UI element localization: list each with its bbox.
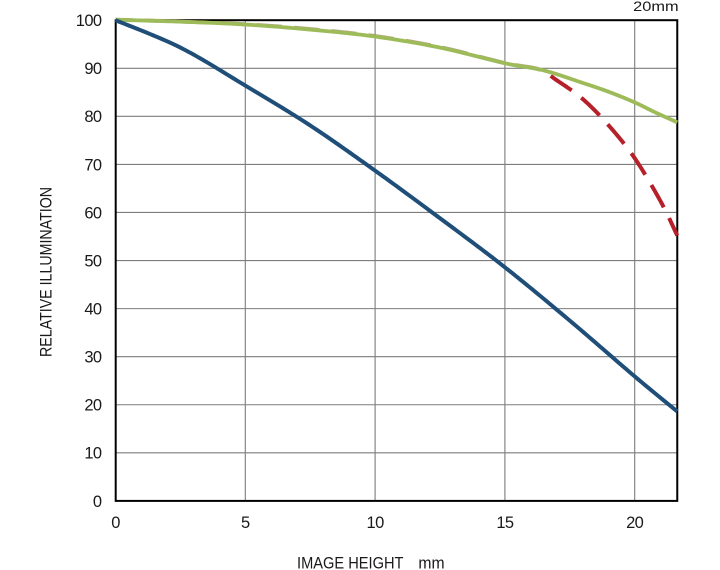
svg-text:IMAGE HEIGHT: IMAGE HEIGHT xyxy=(297,554,404,570)
svg-text:100: 100 xyxy=(76,12,102,30)
svg-text:70: 70 xyxy=(84,156,102,174)
svg-text:50: 50 xyxy=(84,252,102,270)
svg-text:60: 60 xyxy=(84,204,102,222)
svg-text:10: 10 xyxy=(84,445,102,463)
svg-text:20: 20 xyxy=(84,397,102,415)
svg-text:90: 90 xyxy=(84,60,102,78)
svg-text:RELATIVE ILLUMINATION: RELATIVE ILLUMINATION xyxy=(37,187,55,357)
svg-text:0: 0 xyxy=(93,493,102,511)
svg-text:5: 5 xyxy=(241,514,250,532)
svg-text:30: 30 xyxy=(84,349,102,367)
svg-text:0: 0 xyxy=(111,514,120,532)
svg-text:15: 15 xyxy=(496,514,514,532)
svg-text:80: 80 xyxy=(84,108,102,126)
svg-text:10: 10 xyxy=(367,514,385,532)
svg-text:mm: mm xyxy=(418,554,444,570)
svg-text:20mm: 20mm xyxy=(633,0,678,14)
svg-text:40: 40 xyxy=(84,301,102,319)
svg-text:20: 20 xyxy=(626,514,644,532)
